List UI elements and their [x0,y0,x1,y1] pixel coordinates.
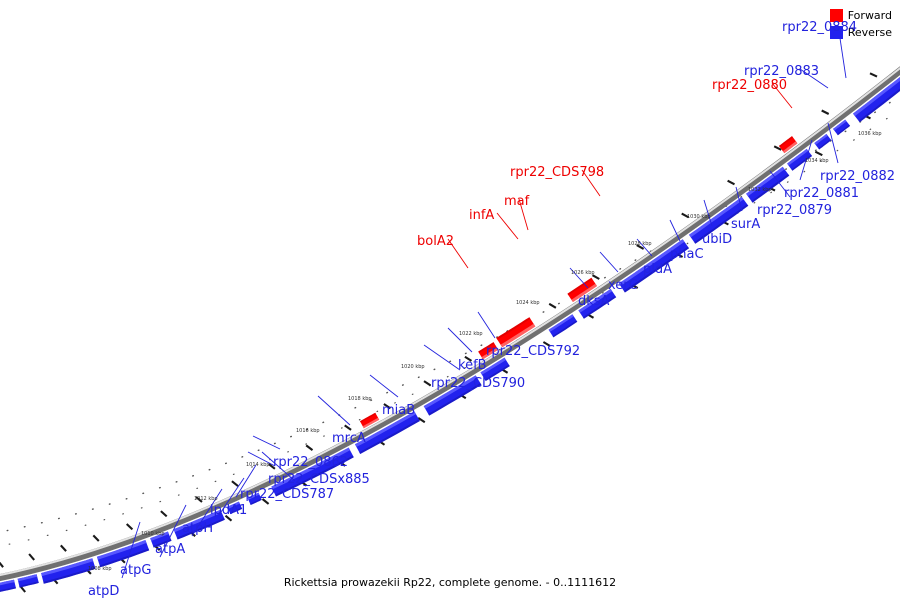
scale-tick-label: 1018 kbp [348,396,372,402]
dotted-guide-curve [0,95,900,547]
gene-label-rpr22-0880[interactable]: rpr22_0880 [712,78,788,93]
scale-tick-label: 1010 kbp [141,531,165,537]
gene-label-atpa[interactable]: atpA [155,542,186,557]
scale-tick-label: 1016 kbp [296,428,320,434]
legend-swatch-forward [829,8,843,22]
gene-block[interactable] [746,166,790,203]
gene-block[interactable] [247,492,262,505]
scale-tick-label: 1020 kbp [401,364,425,370]
gene-block[interactable] [787,148,813,171]
scale-tick-label: 1034 kbp [805,158,829,164]
gene-label-bola2[interactable]: bolA2 [417,234,454,249]
scale-tick-label: 1014 kbp [246,462,270,468]
gene-label-atpd[interactable]: atpD [88,584,120,599]
gene-block[interactable] [150,531,172,548]
gene-block[interactable] [578,288,617,319]
gene-label-phac[interactable]: phaC [670,247,704,262]
scale-tick-label: 1024 kbp [516,300,540,306]
gene-label-rpr22-cdsx885[interactable]: rpr22_CDSx885 [268,472,370,487]
gene-label-rpr22-0881[interactable]: rpr22_0881 [784,186,860,201]
scale-tick-label: 1030 kbp [687,214,711,220]
gene-block[interactable] [478,342,499,360]
scale-tick-label: 1028 kbp [628,241,652,247]
legend-label-reverse: Reverse [847,25,892,39]
gene-label-infa[interactable]: infA [469,208,495,223]
gene-block[interactable] [480,357,510,381]
gene-block[interactable] [227,501,243,515]
gene-label-rpr22-0862[interactable]: rpr22_0862 [273,455,349,470]
gene-block[interactable] [423,375,482,416]
scale-tick-label: 1036 kbp [858,131,882,137]
gene-label-rpr22-0882[interactable]: rpr22_0882 [820,169,896,184]
scale-tick-label: 1026 kbp [571,270,595,276]
gene-label-dksa[interactable]: dksA [578,294,610,309]
gene-block[interactable] [567,277,597,302]
gene-block[interactable] [833,119,851,136]
gene-label-xerc[interactable]: xerC [608,278,638,293]
gene-block[interactable] [814,133,832,150]
gene-block[interactable] [618,239,689,293]
scale-tick-label: 1008 kbp [88,566,112,572]
scale-tick-label: 1032 kbp [748,187,772,193]
genome-backbone [0,66,900,582]
gene-label-maf[interactable]: maf [504,194,530,209]
gene-label-kefb[interactable]: kefB [458,358,487,373]
scale-tick-label: 1022 kbp [459,331,483,337]
gene-label-plda[interactable]: pldA [643,262,673,277]
gene-label-rpr22-cds792[interactable]: rpr22_CDS792 [486,344,581,359]
gene-block[interactable] [17,574,39,588]
gene-block[interactable] [96,540,150,568]
axis-tick-marks [0,72,878,593]
gene-label-rpr22-cds798[interactable]: rpr22_CDS798 [510,165,605,180]
gene-block[interactable] [355,411,420,454]
gene-block[interactable] [548,314,578,338]
gene-features-layer [0,77,900,593]
gene-label-atpg[interactable]: atpG [120,563,152,578]
gene-block[interactable] [689,196,749,244]
strand-legend: Forward Reverse [829,8,892,39]
gene-block[interactable] [853,77,900,123]
gene-label-miab[interactable]: miaB [382,403,416,418]
gene-label-rpr22-0879[interactable]: rpr22_0879 [757,203,833,218]
label-leader-lines [121,24,847,579]
gene-label-atph[interactable]: atpH [182,521,214,536]
gene-label-sura[interactable]: surA [731,217,761,232]
gene-block[interactable] [0,579,16,593]
gene-label-rpr22-cds787[interactable]: rpr22_CDS787 [240,487,335,502]
gene-label-rpr22-0883[interactable]: rpr22_0883 [744,64,820,79]
gene-label-mrca[interactable]: mrcA [332,431,366,446]
gene-label-rpr22-0884[interactable]: rpr22_0884 [782,20,858,35]
gene-block[interactable] [778,136,798,154]
legend-item-reverse: Reverse [829,25,892,39]
legend-swatch-reverse [829,25,843,39]
gene-block[interactable] [360,412,380,429]
gene-block[interactable] [496,317,536,348]
gene-label-rpr22-cds790[interactable]: rpr22_CDS790 [431,376,526,391]
gene-block[interactable] [271,447,354,497]
scale-tick-label: 1012 kbp [194,496,218,502]
gene-block[interactable] [41,558,96,584]
legend-item-forward: Forward [829,8,892,22]
gene-label-lpda1[interactable]: lpdA1 [210,503,248,518]
legend-label-forward: Forward [847,8,892,22]
gene-label-ubid[interactable]: ubiD [702,232,733,247]
genome-caption: Rickettsia prowazekii Rp22, complete gen… [283,576,617,589]
